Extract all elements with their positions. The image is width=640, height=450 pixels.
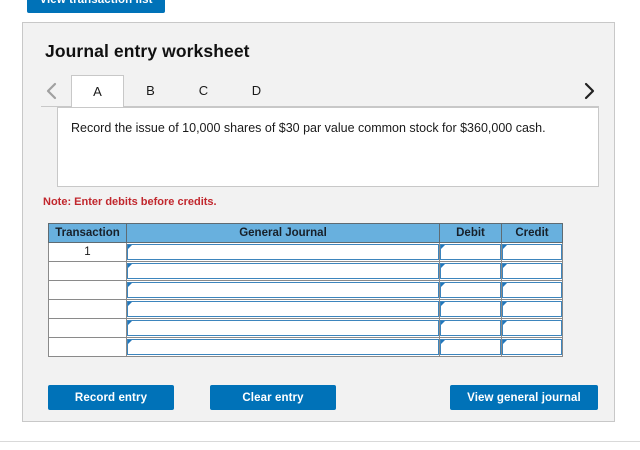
view-general-journal-button[interactable]: View general journal xyxy=(450,385,598,410)
debit-cell[interactable] xyxy=(439,280,502,300)
credit-cell[interactable] xyxy=(501,280,563,300)
tab-c-label: C xyxy=(198,83,209,98)
debit-cell[interactable] xyxy=(439,299,502,319)
credit-input[interactable] xyxy=(502,320,562,336)
debit-input[interactable] xyxy=(440,244,501,260)
debit-input[interactable] xyxy=(440,301,501,317)
general-journal-input[interactable] xyxy=(127,263,439,279)
view-transaction-list-button[interactable]: View transaction list xyxy=(27,0,165,13)
tab-strip: A B C D xyxy=(41,75,599,107)
general-journal-cell[interactable] xyxy=(126,337,440,357)
table-row xyxy=(48,280,563,300)
transaction-number-cell xyxy=(48,261,127,281)
general-journal-input[interactable] xyxy=(127,244,439,260)
record-entry-button[interactable]: Record entry xyxy=(48,385,174,410)
general-journal-input[interactable] xyxy=(127,301,439,317)
table-row xyxy=(48,261,563,281)
credit-input[interactable] xyxy=(502,244,562,260)
chevron-left-icon[interactable] xyxy=(41,80,61,102)
general-journal-input[interactable] xyxy=(127,339,439,355)
general-journal-cell[interactable] xyxy=(126,280,440,300)
debit-input[interactable] xyxy=(440,339,501,355)
transaction-number-cell xyxy=(48,337,127,357)
credit-input[interactable] xyxy=(502,301,562,317)
tab-d[interactable]: D xyxy=(230,75,283,107)
credit-cell[interactable] xyxy=(501,242,563,262)
general-journal-cell[interactable] xyxy=(126,242,440,262)
transaction-description-box: Record the issue of 10,000 shares of $30… xyxy=(57,107,599,187)
debits-before-credits-note: Note: Enter debits before credits. xyxy=(43,196,217,208)
tab-strip-underline xyxy=(41,106,599,107)
debit-cell[interactable] xyxy=(439,337,502,357)
transaction-number-cell xyxy=(48,299,127,319)
tab-c[interactable]: C xyxy=(177,75,230,107)
journal-entry-worksheet-panel: Journal entry worksheet A B C D Record t… xyxy=(22,22,615,422)
general-journal-input[interactable] xyxy=(127,282,439,298)
tab-a[interactable]: A xyxy=(71,75,124,107)
column-header-debit: Debit xyxy=(439,223,502,243)
debit-input[interactable] xyxy=(440,320,501,336)
debit-cell[interactable] xyxy=(439,261,502,281)
credit-cell[interactable] xyxy=(501,261,563,281)
column-header-credit: Credit xyxy=(501,223,563,243)
credit-input[interactable] xyxy=(502,282,562,298)
credit-cell[interactable] xyxy=(501,337,563,357)
table-row xyxy=(48,337,563,357)
page-title: Journal entry worksheet xyxy=(45,41,250,61)
tab-a-label: A xyxy=(93,84,102,99)
debit-cell[interactable] xyxy=(439,242,502,262)
debit-cell[interactable] xyxy=(439,318,502,338)
column-header-transaction: Transaction xyxy=(48,223,127,243)
top-toolbar: View transaction list xyxy=(0,0,640,14)
transaction-description-text: Record the issue of 10,000 shares of $30… xyxy=(71,121,546,135)
table-row xyxy=(48,299,563,319)
tab-b[interactable]: B xyxy=(124,75,177,107)
credit-input[interactable] xyxy=(502,339,562,355)
table-row xyxy=(48,318,563,338)
table-header-row: Transaction General Journal Debit Credit xyxy=(48,223,563,243)
page-bottom-divider xyxy=(0,441,640,442)
general-journal-cell[interactable] xyxy=(126,318,440,338)
chevron-right-icon[interactable] xyxy=(579,80,599,102)
transaction-number-cell: 1 xyxy=(48,242,127,262)
debit-input[interactable] xyxy=(440,282,501,298)
credit-cell[interactable] xyxy=(501,299,563,319)
table-row: 1 xyxy=(48,242,563,262)
general-journal-cell[interactable] xyxy=(126,261,440,281)
credit-input[interactable] xyxy=(502,263,562,279)
general-journal-input[interactable] xyxy=(127,320,439,336)
journal-entry-table: Transaction General Journal Debit Credit… xyxy=(48,223,563,357)
transaction-number-cell xyxy=(48,318,127,338)
debit-input[interactable] xyxy=(440,263,501,279)
general-journal-cell[interactable] xyxy=(126,299,440,319)
column-header-general-journal: General Journal xyxy=(126,223,440,243)
transaction-number-cell xyxy=(48,280,127,300)
tab-d-label: D xyxy=(251,83,262,98)
credit-cell[interactable] xyxy=(501,318,563,338)
tab-b-label: B xyxy=(146,83,155,98)
clear-entry-button[interactable]: Clear entry xyxy=(210,385,336,410)
